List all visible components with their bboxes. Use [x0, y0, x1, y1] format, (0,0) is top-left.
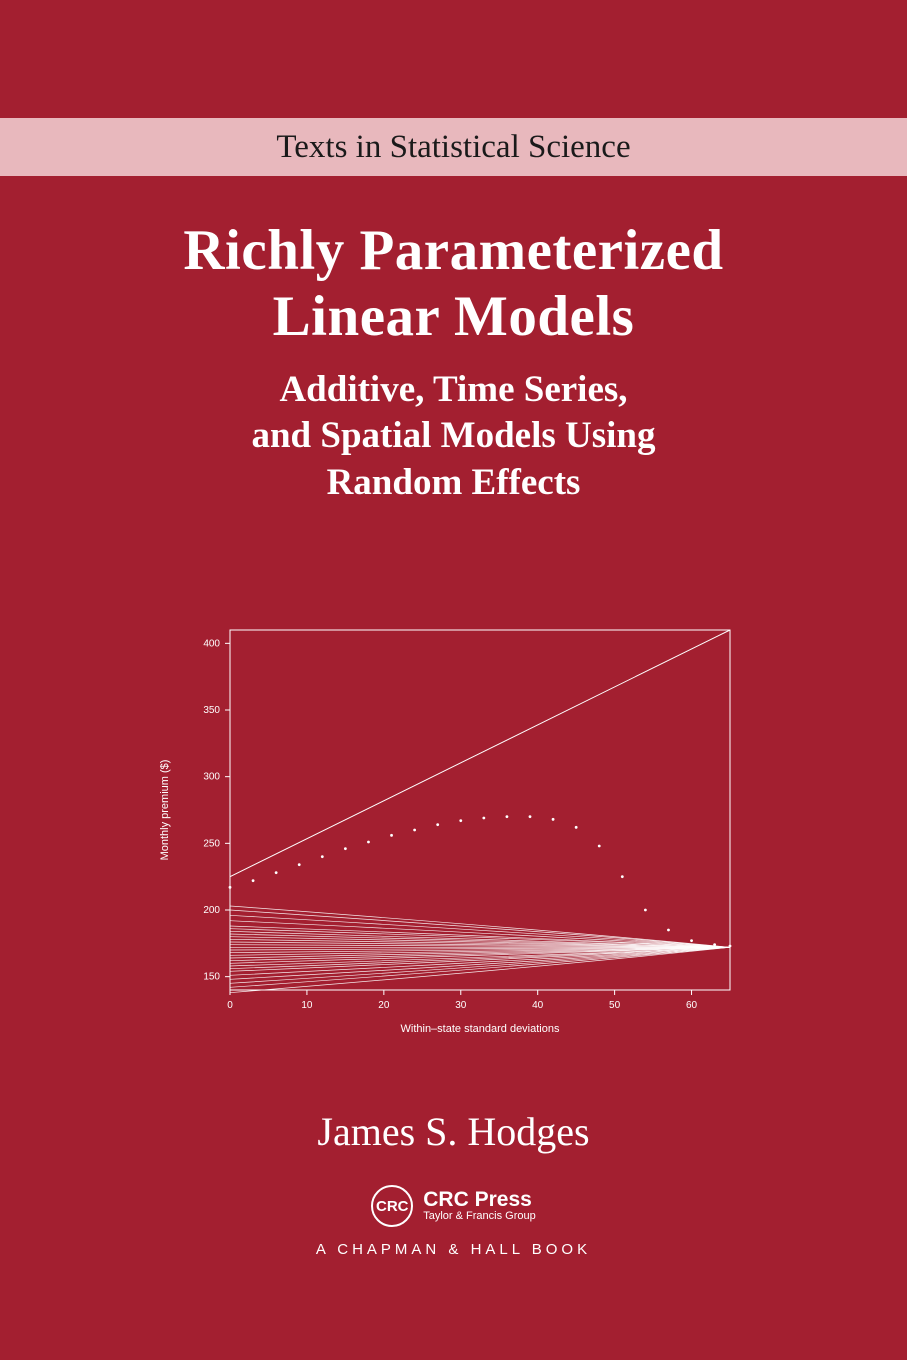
svg-text:60: 60 — [686, 1000, 698, 1011]
main-title: Richly Parameterized Linear Models — [0, 218, 907, 349]
svg-text:150: 150 — [203, 972, 220, 983]
svg-text:50: 50 — [609, 1000, 621, 1011]
svg-text:20: 20 — [378, 1000, 390, 1011]
crc-logo-text: CRC — [376, 1198, 409, 1215]
publisher-row: CRC CRC Press Taylor & Francis Group — [371, 1185, 535, 1227]
svg-text:350: 350 — [203, 705, 220, 716]
svg-text:200: 200 — [203, 905, 220, 916]
author: James S. Hodges — [0, 1108, 907, 1155]
svg-text:10: 10 — [301, 1000, 313, 1011]
svg-text:400: 400 — [203, 638, 220, 649]
subtitle-line-2: and Spatial Models Using — [0, 413, 907, 459]
svg-text:40: 40 — [532, 1000, 544, 1011]
chart: 150 200 250 300 350 400 0 10 20 30 40 50 60 Within–st… — [150, 620, 750, 1050]
svg-text:Within–state standard deviatio: Within–state standard deviations — [401, 1023, 560, 1035]
publisher-imprint: A CHAPMAN & HALL BOOK — [316, 1241, 591, 1258]
publisher-text: CRC Press Taylor & Francis Group — [423, 1189, 535, 1223]
crc-logo-icon: CRC — [371, 1185, 413, 1227]
svg-text:Monthly premium ($): Monthly premium ($) — [159, 760, 171, 861]
subtitle-line-3: Random Effects — [0, 460, 907, 506]
svg-text:0: 0 — [227, 1000, 233, 1011]
svg-text:300: 300 — [203, 772, 220, 783]
title-line-2: Linear Models — [0, 284, 907, 350]
chart-svg: 150 200 250 300 350 400 0 10 20 30 40 50 60 Within–st… — [150, 620, 750, 1050]
svg-text:250: 250 — [203, 838, 220, 849]
subtitle: Additive, Time Series, and Spatial Model… — [0, 367, 907, 506]
publisher-block: CRC CRC Press Taylor & Francis Group A C… — [0, 1185, 907, 1258]
publisher-tagline: Taylor & Francis Group — [423, 1210, 535, 1223]
series-label: Texts in Statistical Science — [276, 129, 630, 166]
series-band: Texts in Statistical Science — [0, 118, 907, 176]
svg-text:30: 30 — [455, 1000, 467, 1011]
publisher-name: CRC Press — [423, 1189, 535, 1210]
title-line-1: Richly Parameterized — [0, 218, 907, 284]
title-block: Richly Parameterized Linear Models Addit… — [0, 218, 907, 506]
subtitle-line-1: Additive, Time Series, — [0, 367, 907, 413]
